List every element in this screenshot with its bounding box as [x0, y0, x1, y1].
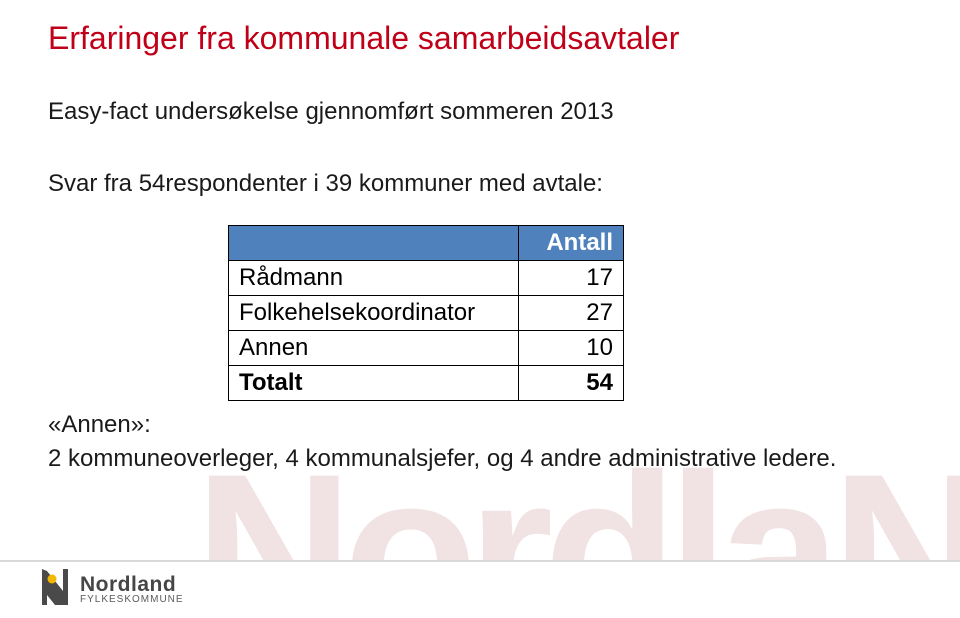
table-header-count: Antall	[519, 226, 624, 261]
table-cell-label: Rådmann	[229, 261, 519, 296]
table-cell-value: 27	[519, 296, 624, 331]
table-total-label: Totalt	[229, 366, 519, 401]
table-cell-value: 17	[519, 261, 624, 296]
brand-name: Nordland	[80, 573, 176, 596]
table-row: Folkehelsekoordinator 27	[229, 296, 624, 331]
survey-subheading: Easy-fact undersøkelse gjennomført somme…	[48, 98, 614, 126]
table-total-row: Totalt 54	[229, 366, 624, 401]
table-header-blank	[229, 226, 519, 261]
annen-heading: «Annen»:	[48, 408, 848, 442]
brand-subtitle: FYLKESKOMMUNE	[80, 595, 184, 605]
respondent-table: Antall Rådmann 17 Folkehelsekoordinator …	[228, 225, 624, 401]
table-row: Rådmann 17	[229, 261, 624, 296]
table-header-row: Antall	[229, 226, 624, 261]
table-cell-value: 10	[519, 331, 624, 366]
page-title: Erfaringer fra kommunale samarbeidsavtal…	[48, 20, 679, 57]
table-row: Annen 10	[229, 331, 624, 366]
logo-icon	[38, 567, 72, 612]
table-total-value: 54	[519, 366, 624, 401]
respondent-line: Svar fra 54respondenter i 39 kommuner me…	[48, 170, 603, 198]
table-cell-label: Folkehelsekoordinator	[229, 296, 519, 331]
brand-logo: Nordland FYLKESKOMMUNE	[38, 567, 184, 612]
annen-body: 2 kommuneoverleger, 4 kommunalsjefer, og…	[48, 442, 848, 476]
footer-bar: Nordland FYLKESKOMMUNE	[0, 562, 960, 618]
table-cell-label: Annen	[229, 331, 519, 366]
brand-text: Nordland FYLKESKOMMUNE	[80, 574, 184, 605]
annen-block: «Annen»: 2 kommuneoverleger, 4 kommunals…	[48, 408, 848, 475]
